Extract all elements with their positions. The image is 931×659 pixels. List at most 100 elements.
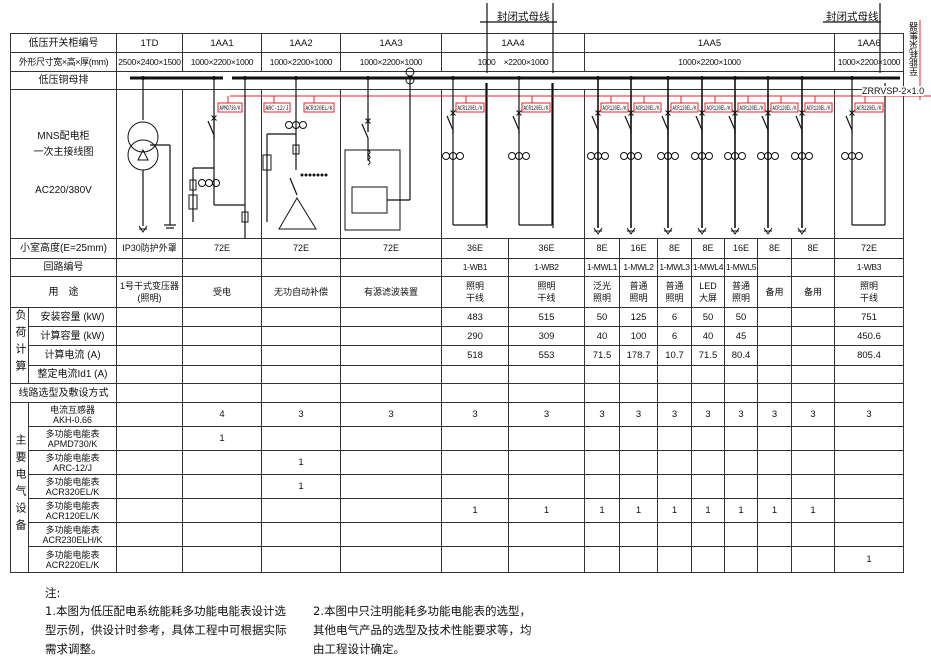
table-row: 多功能电能表 ACR220EL/K 1 [11,546,904,573]
equipment-name: 多功能电能表 APMD730/K [28,426,117,451]
row-label: 计算电流 (A) [28,345,117,366]
cable-cell [508,383,585,403]
diagram-cell [182,89,262,239]
setting-cell [340,365,442,384]
equipment-name: 多功能电能表 ACR120EL/K [28,498,117,523]
installed-cell [791,307,835,327]
cable-cell [340,383,442,403]
cabinet-size: 2500×2400×1500 [116,52,183,72]
calc-cell [791,326,835,346]
equipment-qty [508,546,585,573]
calc-cell: 100 [619,326,658,346]
equipment-qty [116,450,183,475]
circuit-cell [116,258,183,277]
equipment-qty [116,522,183,547]
setting-cell [261,365,341,384]
circuit-cell [261,258,341,277]
cabinet-id: 1AA6 [834,33,904,53]
equipment-qty: 1 [834,546,904,573]
equipment-qty [619,474,658,499]
cabinet-size: 1000×2200×1000 [340,52,442,72]
equipment-type: 多功能电能表 [45,549,100,560]
circuit-cell [791,258,835,277]
equipment-qty: 3 [757,402,792,427]
equipment-qty [116,402,183,427]
circuit-cell [757,258,792,277]
installed-cell [340,307,442,327]
equipment-type: 电流互感器 [49,404,95,415]
current-cell: 71.5 [584,345,620,366]
cable-cell [657,383,692,403]
installed-cell: 515 [508,307,585,327]
current-cell: 178.7 [619,345,658,366]
equipment-qty [691,546,725,573]
equipment-qty [791,474,835,499]
equipment-qty [757,522,792,547]
calc-cell: 450.6 [834,326,904,346]
equipment-name: 电流互感器 AKH-0.66 [28,402,117,427]
cabinet-size: 1000×2200×1000 [584,52,835,72]
usage-cell: 照明 干线 [508,276,585,308]
cable-cell [724,383,758,403]
table-row: 主要电气设备 电流互感器 AKH-0.66 4 3 3 3 3 3 3 3 3 3 3 3 3 [10,402,904,573]
busway-label-2: 封闭式母线 [826,11,879,23]
table-row: 计算电流 (A) 518 553 71.5 178.7 10.7 71.5 80.4 805.4 [11,345,904,366]
equipment-qty: 1 [724,498,758,523]
equipment-qty [116,426,183,451]
cable-cell [757,383,792,403]
busway-label-1: 封闭式母线 [497,11,550,23]
compartment-cell: 8E [757,238,792,259]
note-1-line: 型示例，供设计时参考，具体工程中可根据实际 [45,623,287,637]
row-label: 线路选型及敷设方式 [10,383,117,403]
row-label: 外形尺寸宽×高×厚(mm) [10,52,117,72]
equipment-qty [340,474,442,499]
note-2-line: 由工程设计确定。 [313,642,405,656]
equipment-qty [441,522,509,547]
equipment-qty [261,498,341,523]
equipment-qty [791,522,835,547]
cable-cell [834,383,904,403]
equipment-qty: 3 [619,402,658,427]
equipment-qty [116,546,183,573]
equipment-qty [691,474,725,499]
equipment-qty [834,474,904,499]
current-cell: 80.4 [724,345,758,366]
calc-cell: 45 [724,326,758,346]
current-cell [757,345,792,366]
usage-cell: 照明 干线 [834,276,904,308]
installed-cell: 751 [834,307,904,327]
equipment-type: 多功能电能表 [45,452,100,463]
load-calc-group: 负荷计算 [10,307,29,384]
cabinet-size: 1000×2200×1000 [261,52,341,72]
side-label: 至能耗采集器 [910,22,920,76]
installed-cell [757,307,792,327]
equipment-qty: 4 [182,402,262,427]
equipment-name: 多功能电能表 ACR230ELH/K [28,522,117,547]
table-row: 多功能电能表 ACR230ELH/K [11,522,904,547]
equipment-qty [757,450,792,475]
equipment-qty [584,450,620,475]
current-cell: 805.4 [834,345,904,366]
diagram-cell [834,89,904,239]
equipment-qty [584,426,620,451]
equipment-qty: 3 [834,402,904,427]
equipment-qty [757,546,792,573]
equipment-qty: 3 [657,402,692,427]
setting-cell [116,365,183,384]
setting-cell [657,365,692,384]
equipment-qty [657,474,692,499]
busbar-cell [116,71,904,90]
equipment-qty [508,522,585,547]
equipment-qty: 1 [757,498,792,523]
usage-cell: 普通 照明 [619,276,658,308]
circuit-cell: 1-MWL5 [724,258,758,277]
diagram-title: MNS配电柜 [37,131,90,142]
setting-cell [441,365,509,384]
equipment-qty [691,426,725,451]
setting-cell [724,365,758,384]
cable-cell [116,383,183,403]
installed-cell: 50 [691,307,725,327]
installed-cell: 125 [619,307,658,327]
equipment-model: AKH-0.66 [52,414,93,425]
setting-cell [584,365,620,384]
